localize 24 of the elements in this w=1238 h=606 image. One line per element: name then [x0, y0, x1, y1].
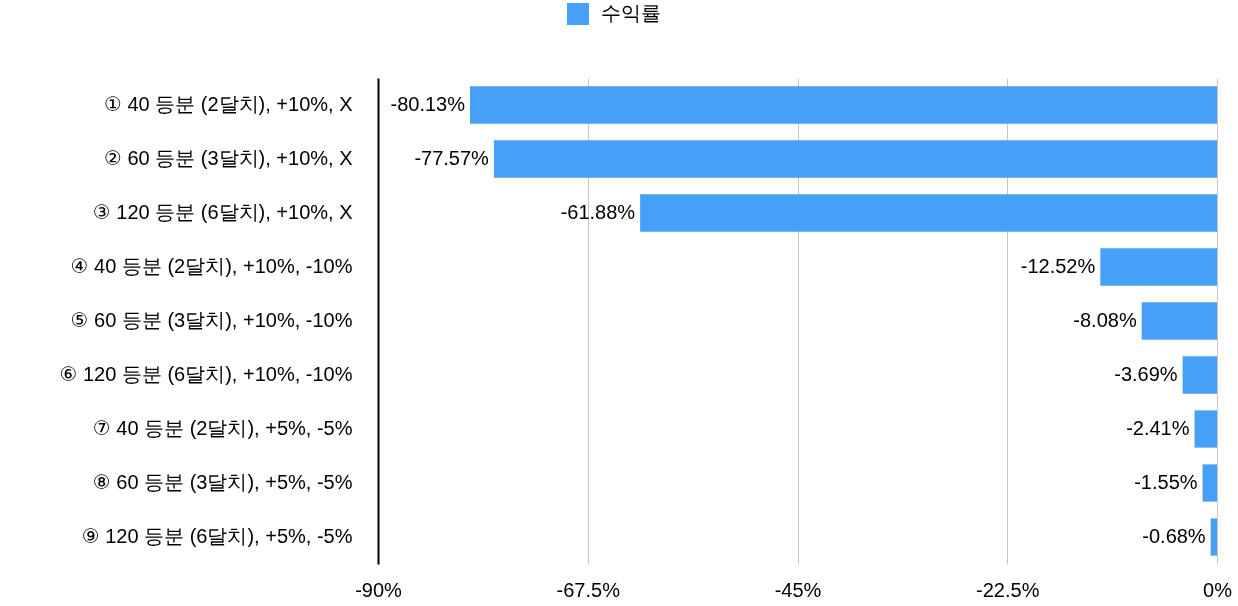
x-tick-label: -90%	[355, 578, 403, 601]
legend-label: 수익률	[601, 2, 661, 24]
x-tick-label: -22.5%	[976, 578, 1040, 601]
y-tick-label: ⑦ 40 등분 (2달치), +5%, -5%	[92, 417, 353, 439]
y-tick-label: ② 60 등분 (3달치), +10%, X	[103, 147, 353, 169]
y-tick-label: ① 40 등분 (2달치), +10%, X	[103, 93, 353, 115]
y-tick-label: ④ 40 등분 (2달치), +10%, -10%	[70, 255, 353, 277]
x-tick-label: -67.5%	[556, 578, 621, 601]
data-label: -77.57%	[414, 147, 490, 169]
data-label: -0.68%	[1142, 525, 1206, 547]
x-tick-label: 0%	[1203, 578, 1233, 601]
y-tick-label: ⑨ 120 등분 (6달치), +5%, -5%	[81, 525, 353, 547]
data-label: -80.13%	[390, 93, 466, 115]
y-tick-label: ⑧ 60 등분 (3달치), +5%, -5%	[92, 471, 353, 493]
x-tick-label: -45%	[774, 578, 822, 601]
data-label: -2.41%	[1126, 417, 1190, 439]
data-label: -8.08%	[1073, 309, 1137, 331]
data-label: -1.55%	[1134, 471, 1198, 493]
y-tick-label: ⑥ 120 등분 (6달치), +10%, -10%	[59, 363, 353, 385]
y-tick-label: ⑤ 60 등분 (3달치), +10%, -10%	[70, 309, 353, 331]
data-label: -12.52%	[1020, 255, 1096, 277]
data-label: -3.69%	[1114, 363, 1178, 385]
data-label: -61.88%	[560, 201, 636, 223]
y-tick-label: ③ 120 등분 (6달치), +10%, X	[92, 201, 353, 223]
